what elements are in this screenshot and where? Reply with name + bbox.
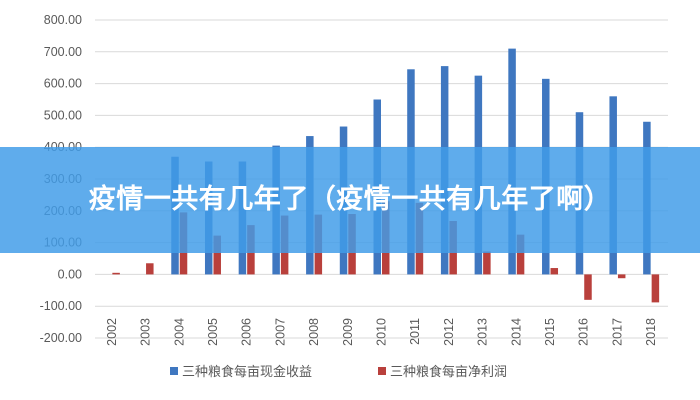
y-tick-label: 700.00 [44,45,82,59]
x-tick-label: 2007 [273,318,287,346]
x-tick-label: 2003 [139,318,153,346]
x-tick-label: 2012 [442,318,456,346]
bar-net-profit [651,274,660,303]
bar-net-profit [112,272,120,275]
y-tick-label: 500.00 [44,108,82,122]
legend-label-net-profit: 三种粮食每亩净利润 [390,364,507,380]
y-tick-label: 600.00 [44,77,82,91]
legend-label-cash-income: 三种粮食每亩现金收益 [182,364,312,380]
bar-net-profit [584,274,592,300]
y-tick-label: -100.00 [40,299,82,313]
x-tick-label: 2008 [307,318,321,346]
bar-net-profit [516,234,525,275]
bar-net-profit [146,263,154,275]
x-tick-label: 2013 [476,318,490,346]
x-tick-label: 2010 [375,318,389,346]
x-tick-label: 2009 [341,318,355,346]
x-tick-label: 2014 [509,318,523,346]
y-tick-label: 800.00 [44,13,82,27]
headline-text: 疫情一共有几年了（疫情一共有几年了啊） [88,184,612,215]
bar-net-profit [550,268,559,275]
x-tick-label: 2005 [206,318,220,346]
y-tick-label: 0.00 [58,267,82,281]
bar-net-profit [213,235,221,275]
legend-swatch-net-profit [378,367,386,375]
x-tick-label: 2016 [577,318,591,346]
x-tick-label: 2002 [105,318,119,346]
x-tick-label: 2018 [644,318,658,346]
headline-banner: 疫情一共有几年了（疫情一共有几年了啊） [0,147,700,253]
bar-net-profit [617,274,626,279]
legend-swatch-cash-income [170,367,178,375]
y-tick-label: -200.00 [40,331,82,345]
x-tick-label: 2004 [172,318,186,346]
bar-net-profit [483,251,491,275]
x-tick-label: 2015 [543,318,557,346]
x-tick-label: 2006 [240,318,254,346]
x-tick-label: 2017 [610,318,624,346]
x-tick-label: 2011 [408,318,422,345]
